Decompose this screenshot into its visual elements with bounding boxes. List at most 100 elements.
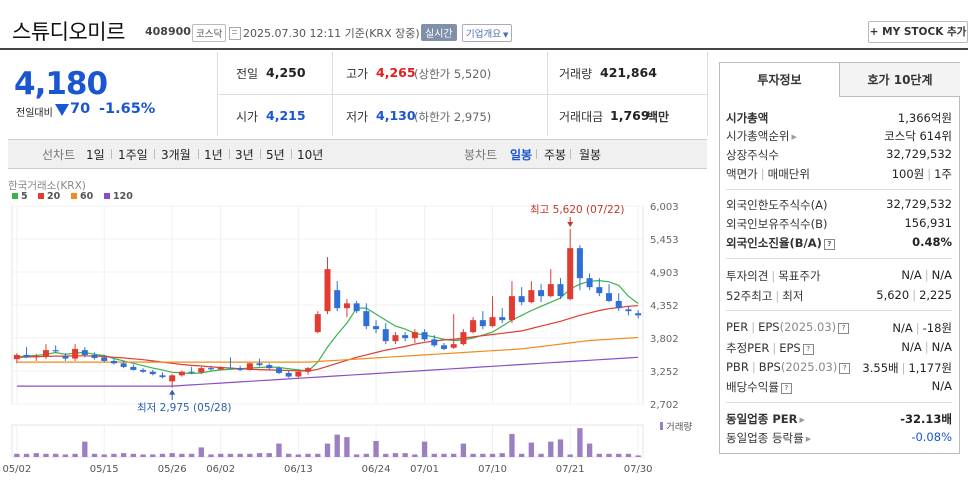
triangle-icon[interactable]: ▶: [799, 416, 805, 424]
volume-bar: [227, 453, 234, 457]
change-percent: -1.65%: [99, 101, 156, 117]
volume-bar: [489, 453, 496, 457]
volume-label: 거래량: [666, 421, 692, 433]
shares-value: 32,729,532: [886, 147, 952, 161]
x-tick-label: 07/10: [478, 464, 507, 475]
candle-body: [508, 296, 515, 321]
trade-unit-label: 매매단위: [767, 167, 810, 181]
legend-label: 20: [47, 191, 61, 202]
candle: [625, 306, 632, 316]
candle-chart-label: 봉차트: [464, 148, 498, 162]
candle: [528, 281, 535, 304]
candle-body: [576, 248, 583, 279]
dividend-label: 배당수익률: [726, 380, 779, 394]
candle: [508, 281, 515, 324]
candle-body: [178, 371, 185, 376]
x-tick-label: 06/02: [206, 464, 235, 475]
per-value: N/A: [892, 321, 913, 335]
change-amount: 70: [70, 101, 91, 117]
add-my-stock-button[interactable]: + MY STOCK 추가: [868, 21, 968, 43]
volume-bar: [324, 443, 331, 457]
est-per-row: 추정PER | EPS? N/A | N/A: [726, 340, 952, 355]
foreign-ratio-value: 0.48%: [912, 235, 952, 249]
candle: [120, 360, 127, 369]
candle-body: [91, 354, 98, 358]
candle-body: [120, 363, 127, 367]
market-cap-rank-row: 시가총액순위 ▶ 코스닥 614위: [726, 128, 952, 146]
candle-body: [470, 320, 477, 333]
candles: [13, 228, 642, 388]
candle: [635, 310, 642, 319]
foreign-hold-value: 156,931: [904, 216, 952, 230]
volume-bar: [247, 453, 253, 457]
volume-bar: [363, 453, 370, 457]
candle-body: [237, 368, 244, 370]
tab-1year[interactable]: 1년: [204, 148, 223, 162]
trade-value-unit: 백만: [647, 110, 670, 124]
triangle-icon[interactable]: ▶: [791, 133, 797, 141]
help-icon[interactable]: ?: [839, 363, 851, 374]
candle: [353, 300, 360, 313]
volume-bar: [548, 441, 554, 457]
help-icon[interactable]: ?: [780, 383, 792, 394]
tab-monthly[interactable]: 월봉: [579, 148, 602, 162]
candle-body: [518, 296, 525, 303]
candle-body: [431, 339, 438, 346]
help-icon[interactable]: ?: [823, 239, 835, 250]
current-price: 4,180: [14, 66, 108, 102]
tab-weekly[interactable]: 주봉: [544, 148, 567, 162]
candle: [207, 365, 215, 371]
sector-rate-row: 동일업종 등락률 ▶ -0.08%: [726, 430, 952, 448]
candle-body: [188, 371, 195, 373]
tab-orderbook[interactable]: 호가 10단계: [839, 63, 960, 97]
tab-3year[interactable]: 3년: [235, 148, 254, 162]
candle-body: [528, 290, 535, 303]
par-value: 100원: [891, 167, 925, 181]
candle-body: [363, 311, 370, 327]
high-label: 고가: [346, 67, 369, 81]
tab-separator: [570, 149, 571, 159]
volume-label: 거래량: [559, 67, 593, 81]
foreign-limit-label: 외국인한도주식수(A): [726, 198, 828, 212]
chart-source-label: 한국거래소(KRX): [8, 180, 86, 192]
tab-3month[interactable]: 3개월: [161, 148, 191, 162]
tab-10year[interactable]: 10년: [297, 148, 324, 162]
week52-high-value: 5,620: [876, 288, 910, 302]
volume-bar: [120, 453, 127, 457]
candle: [169, 374, 176, 388]
candle-body: [314, 314, 321, 333]
tab-1week[interactable]: 1주일: [118, 148, 148, 162]
candle: [440, 342, 448, 351]
candle: [363, 303, 370, 330]
calendar-icon: [229, 27, 241, 40]
volume-bar: [431, 453, 437, 457]
volume-bar: [625, 453, 632, 457]
candle-body: [140, 369, 147, 372]
per-row: PER | EPS(2025.03)? N/A | -18원: [726, 320, 952, 335]
opinion-row: 투자의견 | 목표주가 N/A | N/A: [726, 268, 952, 283]
tab-investment-info[interactable]: 투자정보: [720, 63, 839, 98]
volume-bars: [14, 428, 641, 457]
candle-body: [334, 290, 341, 309]
help-icon[interactable]: ?: [838, 323, 850, 334]
volume-bar: [557, 439, 564, 457]
help-icon[interactable]: ?: [802, 344, 814, 355]
company-overview-dropdown[interactable]: 기업개요 ▼: [462, 24, 513, 42]
tab-5year[interactable]: 5년: [266, 148, 285, 162]
price-chart[interactable]: 6,003 5,453 4,903 4,352 3,802 3,252 2,702 05/02…: [0, 175, 708, 494]
candle-body: [421, 332, 428, 340]
realtime-badge[interactable]: 실시간: [421, 24, 457, 41]
chart-axes: 6,003 5,453 4,903 4,352 3,802 3,252 2,702 05/02…: [2, 202, 678, 475]
target-price-label: 목표주가: [778, 269, 821, 283]
stock-code: 408900: [145, 25, 191, 38]
legend-swatch: [71, 193, 77, 199]
triangle-icon[interactable]: ▶: [805, 435, 812, 443]
volume-bar: [402, 453, 408, 457]
candle-body: [479, 320, 486, 327]
tab-daily[interactable]: 일봉: [510, 148, 533, 162]
volume-bar: [460, 443, 467, 457]
volume-bar: [412, 454, 418, 457]
tab-1day[interactable]: 1일: [86, 148, 105, 162]
candle: [62, 353, 69, 361]
lower-limit: (하한가 2,975): [414, 110, 492, 124]
